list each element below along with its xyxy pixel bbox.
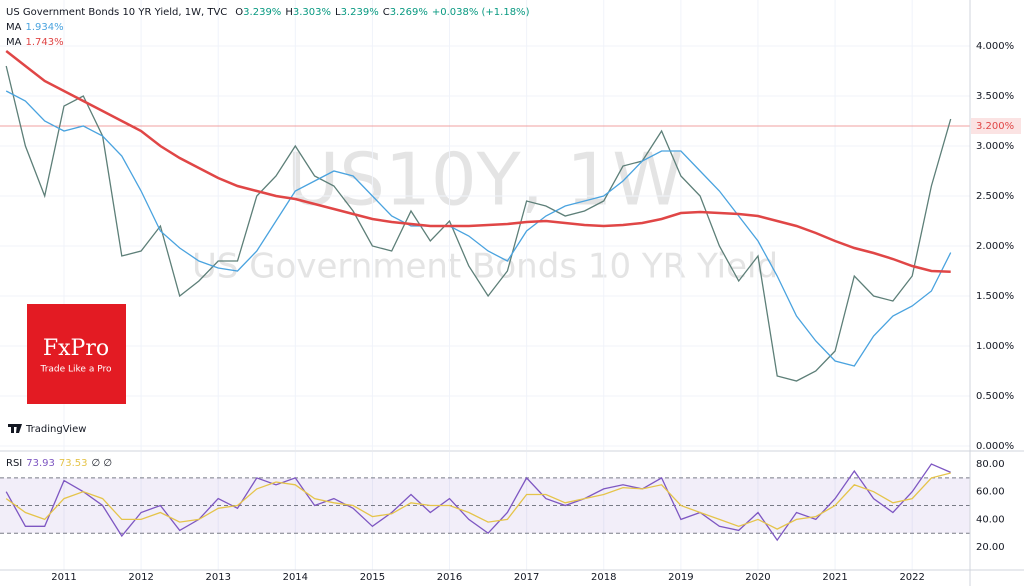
legend-value: 1.934%	[25, 22, 63, 33]
y-tick-label: 60.00	[976, 487, 1005, 498]
rsi-title: RSI	[6, 458, 22, 469]
legend-name: MA	[6, 22, 22, 33]
y-tick-label: 1.000%	[976, 341, 1014, 352]
legend-entry: MA 1.743%	[6, 37, 64, 48]
title-text: US Government Bonds 10 YR Yield, 1W, TVC	[6, 7, 227, 18]
y-tick-label: 3.500%	[976, 91, 1014, 102]
rsi-legend: RSI 73.93 73.53 ∅ ∅	[6, 458, 112, 469]
ohlc-value: 3.269%	[390, 7, 428, 18]
x-tick-label: 2014	[283, 572, 308, 583]
title: US Government Bonds 10 YR Yield, 1W, TVC…	[6, 7, 530, 18]
platform: TradingView	[25, 424, 86, 435]
y-tick-label: 2.500%	[976, 191, 1014, 202]
y-tick-label: 0.000%	[976, 441, 1014, 452]
y-tick-label: 20.00	[976, 542, 1005, 553]
legend-value: 1.743%	[25, 37, 63, 48]
y-tick-label: 4.000%	[976, 41, 1014, 52]
x-tick-label: 2013	[205, 572, 230, 583]
y-tick-label: 80.00	[976, 459, 1005, 470]
logo: FxPro	[43, 336, 109, 361]
watermark: US10Y, 1W	[287, 138, 684, 222]
ohlc-value: 3.303%	[293, 7, 331, 18]
series-line	[5, 90, 952, 367]
x-tick-label: 2016	[437, 572, 462, 583]
ohlc-key: L	[335, 7, 341, 18]
series-line	[5, 472, 951, 530]
series-line	[5, 65, 952, 382]
ohlc-key: H	[285, 7, 293, 18]
series-line	[5, 463, 951, 542]
slogan: Trade Like a Pro	[40, 365, 112, 375]
tv-logo	[8, 424, 22, 433]
x-tick-label: 2018	[591, 572, 616, 583]
series-line	[5, 50, 951, 273]
change: +0.038% (+1.18%)	[432, 7, 530, 18]
x-tick-label: 2021	[822, 572, 847, 583]
ohlc-key: C	[383, 7, 390, 18]
y-tick-label: 0.500%	[976, 391, 1014, 402]
legend-name: MA	[6, 37, 22, 48]
x-tick-label: 2019	[668, 572, 693, 583]
x-tick-label: 2022	[899, 572, 924, 583]
ohlc-key: O	[235, 7, 243, 18]
y-tick-label: 1.500%	[976, 291, 1014, 302]
price-label: 3.200%	[976, 121, 1014, 132]
x-tick-label: 2012	[128, 572, 153, 583]
logo-box	[27, 304, 126, 404]
ohlc-value: 3.239%	[243, 7, 281, 18]
price-label-box	[971, 118, 1021, 134]
x-tick-label: 2020	[745, 572, 770, 583]
y-tick-label: 40.00	[976, 514, 1005, 525]
x-tick-label: 2011	[51, 572, 76, 583]
rsi-value: 73.93	[26, 458, 55, 469]
x-tick-label: 2017	[514, 572, 539, 583]
rsi-value: 73.53	[59, 458, 88, 469]
rsi-extra: ∅ ∅	[92, 458, 113, 469]
watermark-subtitle: US Government Bonds 10 YR Yield	[192, 247, 778, 287]
y-tick-label: 2.000%	[976, 241, 1014, 252]
y-tick-label: 3.000%	[976, 141, 1014, 152]
ohlc-value: 3.239%	[341, 7, 379, 18]
x-tick-label: 2015	[360, 572, 385, 583]
legend-entry: MA 1.934%	[6, 22, 64, 33]
